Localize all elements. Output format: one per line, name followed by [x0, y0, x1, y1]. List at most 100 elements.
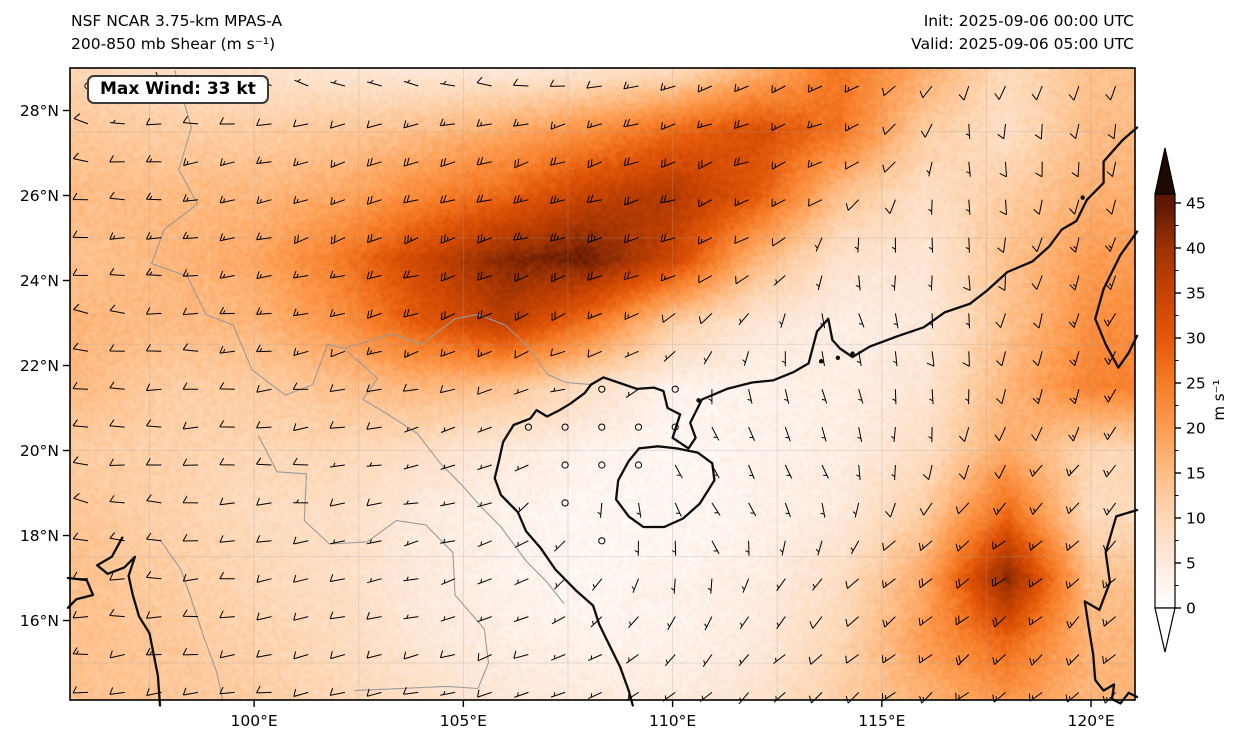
wind-barb: [330, 651, 346, 660]
wind-barb: [1029, 654, 1043, 666]
wind-barb: [440, 158, 456, 168]
wind-barb: [366, 611, 382, 620]
wind-barb: [1032, 351, 1043, 367]
wind-barb: [1103, 313, 1117, 327]
colorbar-gradient: [1154, 193, 1176, 609]
wind-barb: [219, 270, 235, 279]
wind-barb: [821, 464, 829, 479]
wind-barb: [182, 458, 199, 466]
calm-wind-circle: [561, 499, 569, 507]
wind-barb: [738, 692, 749, 705]
wind-barb: [440, 272, 456, 282]
wind-barb: [994, 464, 1006, 479]
wind-barb: [72, 647, 89, 655]
colorbar-tick-label: 35: [1186, 285, 1206, 303]
wind-barb: [477, 386, 492, 395]
wind-barb: [72, 571, 88, 580]
calm-wind-circle: [598, 537, 606, 545]
wind-barb: [882, 616, 896, 628]
admin-border: [343, 348, 565, 604]
wind-barb: [845, 616, 860, 627]
wind-barb: [1066, 616, 1080, 629]
wind-barb: [1103, 426, 1117, 440]
wind-barb: [815, 540, 823, 556]
wind-barb: [1028, 616, 1043, 626]
wind-barb: [441, 578, 456, 586]
wind-barb: [1102, 654, 1116, 664]
wind-barb: [330, 539, 345, 545]
wind-barb: [366, 650, 382, 659]
wind-barb: [631, 578, 639, 593]
y-axis-tick-label: 28°N: [20, 102, 59, 120]
wind-barb: [881, 654, 896, 664]
wind-barb: [815, 275, 823, 291]
wind-barb: [1031, 275, 1043, 290]
wind-barb: [997, 123, 1006, 140]
wind-barb: [551, 272, 566, 283]
wind-barb: [72, 381, 89, 390]
wind-barb: [293, 651, 309, 660]
wind-barb: [929, 389, 934, 405]
wind-barb: [441, 310, 456, 321]
calm-wind-circle: [671, 423, 679, 431]
wind-barb: [587, 158, 602, 169]
wind-barb: [219, 610, 235, 619]
wind-barb: [661, 313, 676, 323]
wind-barb: [590, 616, 603, 628]
wind-barb: [145, 344, 162, 352]
wind-barb: [919, 692, 933, 704]
wind-barb: [634, 540, 639, 556]
wind-barb: [293, 347, 309, 356]
wind-barb: [145, 268, 162, 276]
wind-barb: [551, 311, 566, 322]
wind-barb: [624, 350, 639, 358]
wind-barb: [329, 462, 345, 468]
coastline: [1094, 230, 1139, 369]
wind-barb: [440, 501, 456, 507]
wind-barb: [1104, 351, 1117, 365]
colorbar-tick-label: 40: [1186, 240, 1206, 258]
wind-barb: [404, 540, 419, 547]
wind-barb: [256, 457, 272, 466]
wind-barb: [402, 384, 419, 392]
calm-wind-circle: [524, 423, 533, 431]
wind-barb: [514, 578, 529, 586]
colorbar-extend-min-arrow: [1154, 607, 1176, 653]
wind-barb: [550, 195, 566, 205]
wind-barb: [1033, 199, 1043, 215]
wind-barb: [697, 120, 713, 129]
wind-barb: [882, 123, 896, 135]
wind-barb: [477, 310, 492, 320]
wind-barb: [660, 194, 676, 204]
wind-barb: [477, 271, 492, 281]
wind-barb: [999, 199, 1007, 216]
wind-barb: [512, 78, 529, 87]
wind-barb: [109, 344, 125, 352]
calm-wind-circle: [561, 461, 569, 469]
wind-barb: [403, 79, 419, 87]
wind-barb: [928, 427, 933, 443]
wind-barb: [514, 464, 529, 472]
wind-barb: [1029, 502, 1043, 515]
wind-barb: [955, 502, 970, 515]
wind-barb: [439, 118, 456, 127]
wind-barb: [146, 383, 162, 392]
wind-barb: [219, 117, 235, 125]
wind-barb: [1069, 351, 1080, 367]
island-dot: [850, 351, 855, 356]
valid-time-label: Valid: 2025-09-06 05:00 UTC: [911, 35, 1134, 53]
wind-barb: [293, 574, 309, 583]
x-axis-tick-label: 100°E: [231, 712, 278, 730]
wind-barb: [587, 233, 602, 244]
wind-barb: [329, 421, 345, 429]
wind-barb: [854, 237, 860, 253]
wind-barb: [1028, 578, 1043, 588]
wind-barb: [366, 270, 382, 280]
wind-barb: [858, 313, 865, 328]
wind-barb: [440, 464, 456, 470]
wind-barb: [476, 119, 492, 127]
wind-barb: [882, 540, 896, 551]
wind-barb: [330, 349, 346, 358]
wind-barb: [1031, 426, 1043, 441]
wind-barb: [807, 84, 823, 93]
